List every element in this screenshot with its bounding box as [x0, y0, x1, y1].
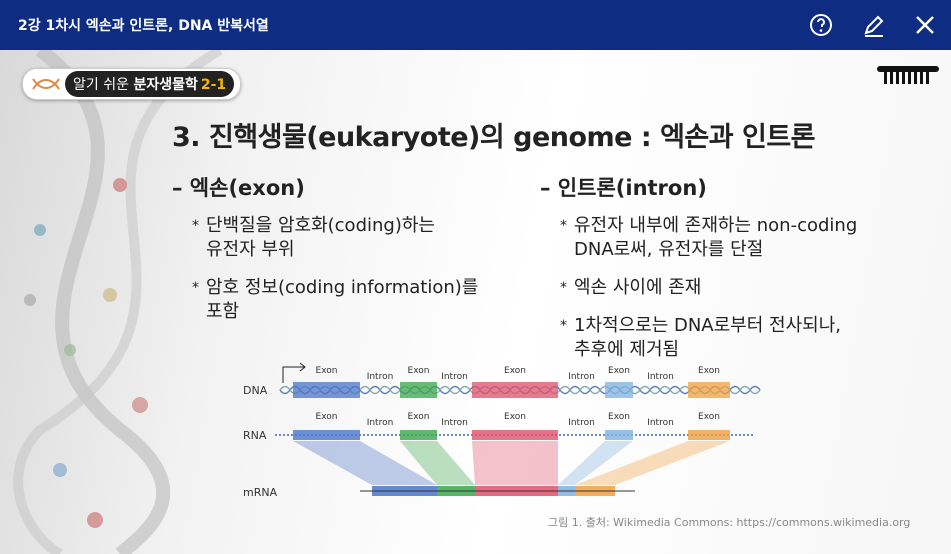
help-button[interactable]	[808, 12, 834, 38]
bullet-line: 암호 정보(coding information)를	[206, 277, 479, 298]
badge-number: 2-1	[200, 77, 227, 93]
segment-label: Intron	[441, 418, 468, 428]
segment-label: Exon	[504, 366, 526, 376]
badge-label: 알기 쉬운 분자생물학 2-1	[65, 71, 235, 97]
segment-label: Exon	[504, 412, 526, 422]
segment-label: Exon	[316, 412, 338, 422]
bullet-marker: *	[560, 218, 567, 234]
exon-rna	[472, 430, 558, 440]
course-badge: 알기 쉬운 분자생물학 2-1	[22, 68, 242, 100]
figure-caption: 그림 1. 출처: Wikimedia Commons: https://com…	[548, 516, 911, 529]
bullet-item: * 엑손 사이에 존재	[560, 276, 857, 300]
exon-rna	[293, 430, 360, 440]
bullet-column: – 인트론(intron) * 유전자 내부에 존재하는 non-coding DNA…	[540, 172, 857, 376]
exon-dna	[472, 382, 558, 398]
bullet-item: * 유전자 내부에 존재하는 non-coding DNA로써, 유전자를 단절	[560, 214, 857, 262]
background-art	[13, 50, 939, 554]
header-bar: 2강 1차시 엑손과 인트론, DNA 반복서열	[0, 0, 951, 50]
exon-dna	[688, 382, 730, 398]
badge-prefix: 알기 쉬운	[73, 77, 129, 93]
splice-link	[558, 441, 633, 485]
segment-label: Intron	[568, 418, 595, 428]
bullet-line: 엑손 사이에 존재	[574, 277, 702, 298]
bullet-line: 포함	[206, 301, 240, 322]
splicing-figure: DNA RNA mRNA Exon Exon Intron Intron Exon Exon In…	[243, 362, 761, 499]
segment-label: Intron	[647, 372, 674, 382]
bullet-line: 유전자 부위	[206, 239, 295, 260]
row-label: mRNA	[243, 486, 278, 499]
segment-label: Exon	[608, 366, 630, 376]
bullet-line: DNA로써, 유전자를 단절	[574, 239, 764, 260]
bullet-marker: *	[192, 218, 199, 234]
edit-button[interactable]	[861, 12, 887, 38]
bullet-marker: *	[560, 280, 567, 296]
exon-rna	[688, 430, 730, 440]
bullet-text: 1차적으로는 DNA로부터 전사되나, 추후에 제거됨	[574, 314, 841, 362]
segment-label: Intron	[441, 372, 468, 382]
segment-label: Exon	[408, 366, 430, 376]
bullet-line: 유전자 내부에 존재하는 non-coding	[574, 215, 858, 236]
row-label: RNA	[243, 429, 267, 442]
segment-label: Intron	[367, 418, 394, 428]
start-arrow	[282, 362, 306, 383]
bullet-text: 엑손 사이에 존재	[574, 276, 701, 300]
splice-link	[293, 441, 437, 485]
exon-dna	[293, 382, 360, 398]
column-heading: – 엑손(exon)	[172, 176, 305, 200]
bullet-marker: *	[192, 280, 199, 296]
segment-label: Exon	[608, 412, 630, 422]
bullet-line: 추후에 제거됨	[574, 339, 680, 360]
exon-dna	[400, 382, 437, 398]
bullet-text: 유전자 내부에 존재하는 non-coding DNA로써, 유전자를 단절	[574, 214, 857, 262]
segment-label: Exon	[698, 366, 720, 376]
column-heading: – 인트론(intron)	[540, 176, 707, 200]
segment-label: Exon	[408, 412, 430, 422]
badge-icon	[32, 78, 60, 90]
segment-label: Intron	[647, 418, 674, 428]
close-button[interactable]	[912, 12, 938, 38]
bullet-item: * 1차적으로는 DNA로부터 전사되나, 추후에 제거됨	[560, 314, 857, 362]
splice-link	[472, 441, 558, 485]
bullet-marker: *	[560, 318, 567, 334]
exon-dna	[605, 382, 633, 398]
splice-link	[575, 441, 730, 485]
splice-link	[400, 441, 475, 485]
badge-name: 분자생물학	[133, 77, 198, 93]
segment-label: Exon	[698, 412, 720, 422]
bullet-line: 1차적으로는 DNA로부터 전사되나,	[574, 315, 841, 336]
row-label: DNA	[243, 384, 268, 397]
segment-label: Intron	[568, 372, 595, 382]
exon-rna	[400, 430, 437, 440]
slide-title: 3. 진핵생물(eukaryote)의 genome : 엑손과 인트론	[172, 122, 816, 153]
segment-label: Exon	[316, 366, 338, 376]
exon-rna	[605, 430, 633, 440]
header-title: 2강 1차시 엑손과 인트론, DNA 반복서열	[18, 18, 269, 34]
bullet-line: 단백질을 암호화(coding)하는	[206, 215, 435, 236]
segment-label: Intron	[367, 372, 394, 382]
